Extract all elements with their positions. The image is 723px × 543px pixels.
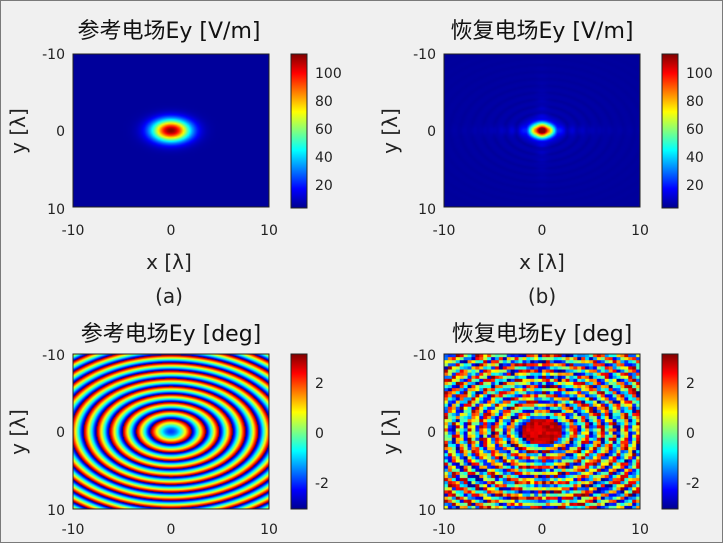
panel-b-ytick: 10 — [418, 202, 436, 218]
panel-c-colorbar — [290, 353, 308, 510]
panel-b-xlabel: x [λ] — [519, 250, 565, 274]
panel-d-xtick: 10 — [631, 522, 649, 538]
panel-d-cbar-tick: -2 — [686, 476, 700, 492]
panel-d-xtick: -10 — [433, 522, 456, 538]
panel-c-xtick: -10 — [62, 522, 85, 538]
panel-a-colorbar — [290, 53, 308, 209]
panel-d-ytick: 0 — [427, 425, 436, 441]
panel-c-ytick: 10 — [47, 503, 65, 519]
panel-d-ytick: -10 — [413, 348, 436, 364]
panel-a-cbar-tick: 60 — [315, 122, 333, 138]
panel-d-frame — [443, 353, 641, 510]
panel-a-ytick: 10 — [47, 202, 65, 218]
panel-c-xtick: 10 — [260, 522, 278, 538]
panel-a-ytick: 0 — [56, 124, 65, 140]
panel-a-ytick: -10 — [42, 47, 65, 63]
panel-a-cbar-tick: 20 — [315, 178, 333, 194]
panel-c: 参考电场Ey [deg] -10 0 10 -10 0 10 y [λ] -2 … — [6, 322, 329, 538]
panel-d-ytick: 10 — [418, 503, 436, 519]
panel-b-ytick: -10 — [413, 47, 436, 63]
panel-c-cbar-tick: 2 — [315, 376, 324, 392]
panel-b-xtick: 10 — [631, 223, 649, 239]
panel-a-heatmap — [73, 54, 269, 207]
panel-b-cbar-tick: 60 — [686, 122, 704, 138]
panel-a-ylabel: y [λ] — [6, 108, 30, 154]
panel-a-cbar-tick: 80 — [315, 94, 333, 110]
panel-c-ylabel: y [λ] — [6, 409, 30, 455]
panel-b-xtick: 0 — [538, 223, 547, 239]
panel-d: 恢复电场Ey [deg] -10 0 10 -10 0 10 y [λ] -2 … — [378, 322, 700, 538]
panel-d-title: 恢复电场Ey [deg] — [452, 322, 633, 347]
panel-d-cbar-tick: 2 — [686, 376, 695, 392]
panel-a-xlabel: x [λ] — [146, 250, 192, 274]
panel-a-frame — [72, 53, 270, 208]
panel-d-colorbar — [661, 353, 679, 510]
panel-c-title: 参考电场Ey [deg] — [81, 322, 262, 347]
panel-c-ytick: -10 — [42, 348, 65, 364]
panel-c-heatmap — [73, 354, 269, 509]
panel-b-colorbar — [661, 53, 679, 209]
panel-a: 参考电场Ey [V/m] -10 0 10 -10 0 10 x [λ] y [… — [6, 19, 342, 308]
panel-b-cbar-tick: 40 — [686, 150, 704, 166]
panel-a-cbar-tick: 100 — [315, 66, 342, 82]
panel-b-ylabel: y [λ] — [378, 108, 402, 154]
panel-c-xtick: 0 — [167, 522, 176, 538]
panel-b-caption: (b) — [528, 284, 556, 308]
panel-b-title: 恢复电场Ey [V/m] — [451, 19, 634, 44]
panel-b-xtick: -10 — [433, 223, 456, 239]
panel-d-cbar-tick: 0 — [686, 426, 695, 442]
panel-d-ylabel: y [λ] — [378, 409, 402, 455]
panel-a-xtick: -10 — [62, 223, 85, 239]
panel-d-heatmap — [444, 354, 640, 509]
panel-b-heatmap — [444, 54, 640, 207]
panel-b: 恢复电场Ey [V/m] -10 0 10 -10 0 10 x [λ] y [… — [378, 19, 713, 308]
panel-a-xtick: 0 — [167, 223, 176, 239]
panel-b-cbar-tick: 80 — [686, 94, 704, 110]
panel-a-caption: (a) — [155, 284, 183, 308]
panel-a-cbar-tick: 40 — [315, 150, 333, 166]
panel-b-ytick: 0 — [427, 124, 436, 140]
panel-b-cbar-tick: 100 — [686, 66, 713, 82]
panel-b-cbar-tick: 20 — [686, 178, 704, 194]
panel-a-title: 参考电场Ey [V/m] — [78, 19, 261, 44]
panel-c-cbar-tick: 0 — [315, 426, 324, 442]
panel-c-frame — [72, 353, 270, 510]
panel-a-xtick: 10 — [260, 223, 278, 239]
panel-b-frame — [443, 53, 641, 208]
panel-c-cbar-tick: -2 — [315, 476, 329, 492]
panel-c-ytick: 0 — [56, 425, 65, 441]
panel-d-xtick: 0 — [538, 522, 547, 538]
